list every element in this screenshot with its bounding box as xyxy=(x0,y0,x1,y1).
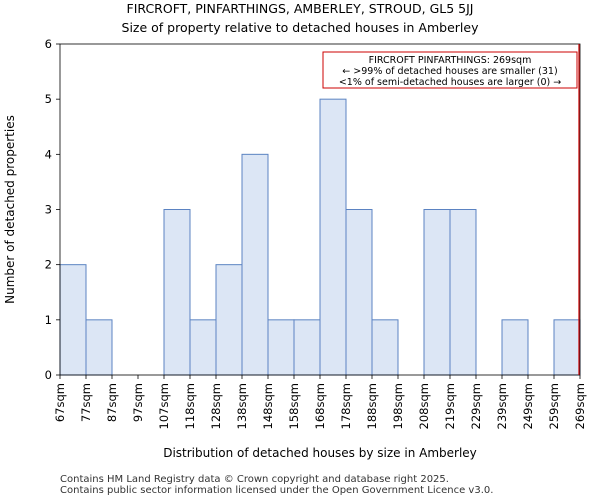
bar-208sqm xyxy=(423,209,451,376)
bar-148sqm xyxy=(267,319,295,376)
x-tick-label: 178sqm xyxy=(339,383,353,429)
bar-107sqm xyxy=(163,209,191,376)
bar-138sqm xyxy=(241,153,269,376)
x-tick-label: 208sqm xyxy=(417,383,431,429)
x-tick-label: 77sqm xyxy=(79,383,93,422)
x-tick-label: 87sqm xyxy=(105,383,119,422)
footer-licence: Contains public sector information licen… xyxy=(60,485,494,496)
bar-158sqm xyxy=(293,319,321,376)
x-tick-label: 229sqm xyxy=(469,383,483,429)
annotation-line-1: FIRCROFT PINFARTHINGS: 269sqm xyxy=(369,55,532,66)
x-tick-label: 67sqm xyxy=(53,383,67,422)
x-tick-label: 138sqm xyxy=(235,383,249,429)
x-tick-label: 249sqm xyxy=(521,383,535,429)
x-axis-label: Distribution of detached houses by size … xyxy=(163,446,477,460)
y-tick-label: 5 xyxy=(45,92,52,106)
bar-128sqm xyxy=(215,264,243,376)
chart-subtitle: Size of property relative to detached ho… xyxy=(121,20,479,35)
y-tick-label: 3 xyxy=(45,203,52,217)
x-tick-label: 118sqm xyxy=(183,383,197,429)
bar-259sqm xyxy=(553,319,581,376)
x-tick-label: 158sqm xyxy=(287,383,301,429)
x-tick-label: 188sqm xyxy=(365,383,379,429)
bar-168sqm xyxy=(319,98,347,376)
x-tick-label: 259sqm xyxy=(547,383,561,429)
x-tick-label: 269sqm xyxy=(573,383,587,429)
annotation-box: FIRCROFT PINFARTHINGS: 269sqm ← >99% of … xyxy=(322,51,578,89)
bar-219sqm xyxy=(449,209,477,376)
y-tick-label: 0 xyxy=(45,368,52,382)
y-axis-label: Number of detached properties xyxy=(3,115,17,304)
bar-67sqm xyxy=(59,264,87,376)
y-tick-label: 6 xyxy=(45,37,52,51)
x-tick-label: 148sqm xyxy=(261,383,275,429)
annotation-line-3: <1% of semi-detached houses are larger (… xyxy=(339,77,561,88)
annotation-line-2: ← >99% of detached houses are smaller (3… xyxy=(342,66,557,77)
bar-178sqm xyxy=(345,209,373,376)
x-tick-label: 107sqm xyxy=(157,383,171,429)
bar-239sqm xyxy=(501,319,529,376)
x-tick-label: 219sqm xyxy=(443,383,457,429)
x-tick-label: 168sqm xyxy=(313,383,327,429)
bar-118sqm xyxy=(189,319,217,376)
footer-copyright: Contains HM Land Registry data © Crown c… xyxy=(60,474,449,485)
y-tick-label: 2 xyxy=(45,258,52,272)
chart-title: FIRCROFT, PINFARTHINGS, AMBERLEY, STROUD… xyxy=(126,1,474,16)
x-tick-label: 128sqm xyxy=(209,383,223,429)
x-tick-label: 97sqm xyxy=(131,383,145,422)
bar-188sqm xyxy=(371,319,399,376)
x-tick-label: 239sqm xyxy=(495,383,509,429)
y-tick-label: 1 xyxy=(45,313,52,327)
y-tick-label: 4 xyxy=(45,147,52,161)
bar-77sqm xyxy=(85,319,113,376)
x-tick-label: 198sqm xyxy=(391,383,405,429)
